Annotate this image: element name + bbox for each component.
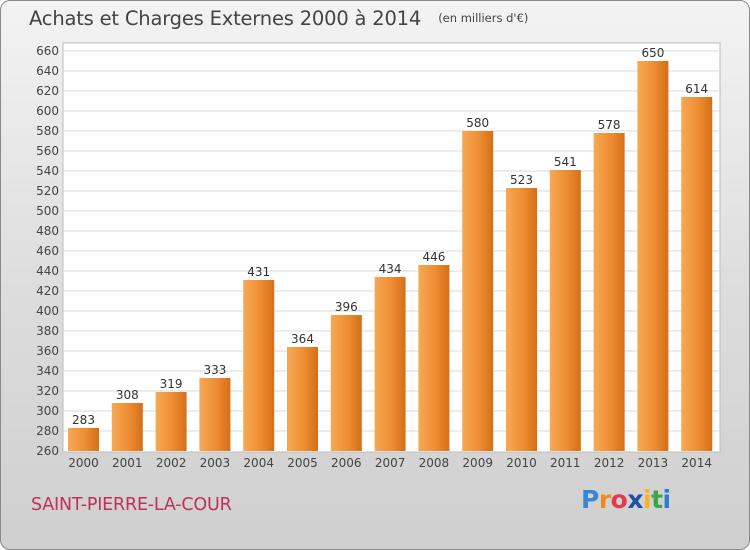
bar-2005 xyxy=(287,347,318,451)
x-axis-ticks: 2000 2001 2002 2003 2004 2005 2006 2007 2008 2009… xyxy=(68,456,712,470)
y-tick-label: 540 xyxy=(36,164,59,178)
x-tick-label-2003: 2003 xyxy=(200,456,231,470)
y-tick-label: 480 xyxy=(36,224,59,238)
x-tick-label-2009: 2009 xyxy=(462,456,493,470)
x-tick-label-2012: 2012 xyxy=(594,456,625,470)
data-label-2001: 308 xyxy=(116,388,139,402)
chart-title: Achats et Charges Externes 2000 à 2014 xyxy=(29,7,422,30)
y-tick-label: 280 xyxy=(36,424,59,438)
data-label-2007: 434 xyxy=(379,262,402,276)
y-tick-label: 560 xyxy=(36,144,59,158)
y-tick-label: 600 xyxy=(36,104,59,118)
bar-2012 xyxy=(593,133,625,451)
bar-2002 xyxy=(155,392,187,451)
logo-letter: P xyxy=(581,485,599,514)
y-tick-label: 320 xyxy=(36,384,59,398)
bar-2004 xyxy=(243,280,275,451)
x-tick-label-2011: 2011 xyxy=(550,456,581,470)
bar-2006 xyxy=(330,315,362,451)
data-label-2011: 541 xyxy=(554,155,577,169)
bar-2000 xyxy=(68,428,99,451)
y-tick-label: 300 xyxy=(36,404,59,418)
y-tick-label: 580 xyxy=(36,124,59,138)
y-tick-label: 420 xyxy=(36,284,59,298)
y-tick-label: 620 xyxy=(36,84,59,98)
data-label-2004: 431 xyxy=(247,265,270,279)
y-tick-label: 660 xyxy=(36,44,59,58)
logo-letter: o xyxy=(610,485,628,514)
x-tick-label-2002: 2002 xyxy=(156,456,187,470)
bar-2013 xyxy=(637,61,669,451)
y-axis-ticks: 260 280 300 320 340 360 380 400 420 440 460 480 500 5… xyxy=(36,44,59,458)
y-tick-label: 340 xyxy=(36,364,59,378)
data-label-2005: 364 xyxy=(291,332,314,346)
y-tick-label: 520 xyxy=(36,184,59,198)
logo-letter: t xyxy=(651,485,663,514)
logo-letter: i xyxy=(662,485,672,514)
x-tick-label-2001: 2001 xyxy=(112,456,143,470)
y-tick-label: 380 xyxy=(36,324,59,338)
proxiti-logo: Proxiti xyxy=(581,485,671,514)
y-tick-label: 640 xyxy=(36,64,59,78)
x-tick-label-2004: 2004 xyxy=(243,456,274,470)
bar-2010 xyxy=(506,188,537,451)
chart-unit-label: (en milliers d'€) xyxy=(438,11,529,25)
x-tick-label-2005: 2005 xyxy=(287,456,318,470)
bar-2001 xyxy=(111,403,143,451)
bar-2011 xyxy=(549,170,581,451)
y-tick-label: 460 xyxy=(36,244,59,258)
y-tick-label: 400 xyxy=(36,304,59,318)
x-tick-label-2000: 2000 xyxy=(68,456,99,470)
y-tick-label: 260 xyxy=(36,444,59,458)
logo-letter: x xyxy=(627,485,643,514)
bar-2009 xyxy=(462,131,494,451)
bars xyxy=(68,61,713,451)
data-label-2008: 446 xyxy=(422,250,445,264)
x-tick-label-2006: 2006 xyxy=(331,456,362,470)
logo-letter: r xyxy=(598,485,611,514)
x-tick-label-2010: 2010 xyxy=(506,456,537,470)
x-tick-label-2007: 2007 xyxy=(375,456,406,470)
y-tick-label: 500 xyxy=(36,204,59,218)
bar-2007 xyxy=(374,277,406,451)
data-label-2003: 333 xyxy=(203,363,226,377)
logo-letter: i xyxy=(643,485,652,514)
x-tick-label-2014: 2014 xyxy=(681,456,712,470)
data-label-2002: 319 xyxy=(160,377,183,391)
bar-2014 xyxy=(681,97,713,451)
chart-title-block: Achats et Charges Externes 2000 à 2014 (… xyxy=(29,7,528,30)
data-label-2009: 580 xyxy=(466,116,489,130)
data-label-2010: 523 xyxy=(510,173,533,187)
bar-2003 xyxy=(199,378,231,451)
data-label-2012: 578 xyxy=(598,118,621,132)
x-tick-label-2013: 2013 xyxy=(638,456,669,470)
data-label-2000: 283 xyxy=(72,413,95,427)
data-label-2013: 650 xyxy=(641,46,664,60)
data-label-2006: 396 xyxy=(335,300,358,314)
data-labels: 283 308 319 333 431 364 396 434 446 580 523 541 578 6… xyxy=(72,46,708,427)
x-tick-label-2008: 2008 xyxy=(419,456,450,470)
data-label-2014: 614 xyxy=(685,82,708,96)
commune-name: SAINT-PIERRE-LA-COUR xyxy=(31,495,232,515)
y-tick-label: 440 xyxy=(36,264,59,278)
bar-2008 xyxy=(418,265,450,451)
y-tick-label: 360 xyxy=(36,344,59,358)
